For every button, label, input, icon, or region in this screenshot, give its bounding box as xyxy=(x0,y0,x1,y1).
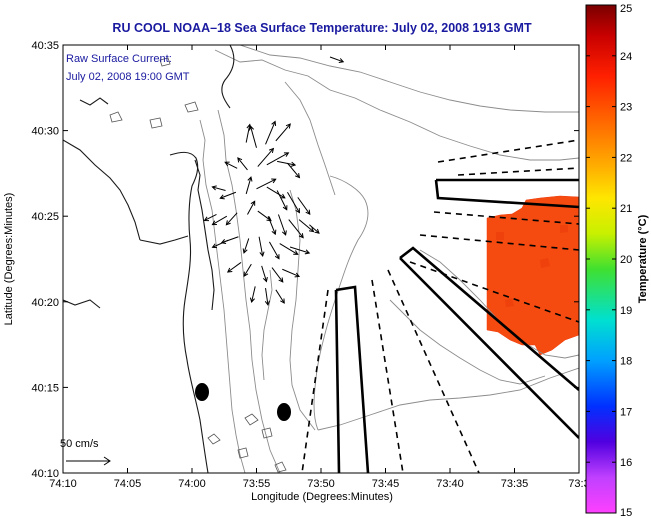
colorbar-tick-label: 22 xyxy=(620,152,632,164)
x-tick-label: 73:55 xyxy=(243,478,271,490)
legend-line-2: July 02, 2008 19:00 GMT xyxy=(66,71,190,83)
shoal-markings xyxy=(109,57,287,473)
y-tick-label: 40:10 xyxy=(31,468,59,480)
current-vector xyxy=(266,186,286,199)
shoal-blob xyxy=(277,403,291,421)
current-vector xyxy=(225,212,238,226)
current-vector xyxy=(219,191,237,200)
current-vector xyxy=(264,288,270,306)
current-vector xyxy=(268,241,280,260)
current-vector xyxy=(282,268,301,278)
colorbar-tick-label: 18 xyxy=(620,356,632,368)
y-tick-label: 40:15 xyxy=(31,382,59,394)
current-vector xyxy=(271,267,284,283)
colorbar-tick-label: 24 xyxy=(620,51,632,63)
x-tick-label: 74:00 xyxy=(178,478,206,490)
current-vector xyxy=(258,236,265,257)
current-vector xyxy=(257,147,275,167)
x-tick-label: 73:35 xyxy=(501,478,529,490)
current-vector xyxy=(297,197,311,216)
shipping-lanes xyxy=(301,139,579,473)
current-vector xyxy=(203,214,217,222)
colorbar-tick-label: 15 xyxy=(620,507,632,518)
current-vector xyxy=(245,176,253,195)
plot-area xyxy=(63,45,579,473)
current-vector xyxy=(279,243,299,255)
current-vector xyxy=(242,238,250,254)
current-vector xyxy=(309,224,320,234)
x-tick-label: 74:10 xyxy=(49,478,77,490)
colorbar-tick-label: 19 xyxy=(620,305,632,317)
y-axis-label: Latitude (Degrees:Minutes) xyxy=(3,193,15,326)
x-tick-label: 73:40 xyxy=(436,478,464,490)
colorbar-tick-label: 20 xyxy=(620,254,632,266)
current-vector xyxy=(256,178,277,190)
x-axis-label: Longitude (Degrees:Minutes) xyxy=(251,491,393,503)
y-tick-label: 40:30 xyxy=(31,126,59,138)
colorbar-tick-label: 16 xyxy=(620,457,632,469)
current-vector xyxy=(287,162,301,179)
current-vector xyxy=(275,123,291,142)
current-vector xyxy=(247,200,256,215)
y-tick-label: 40:35 xyxy=(31,40,59,52)
y-tick-label: 40:25 xyxy=(31,211,59,223)
current-vector xyxy=(289,246,311,255)
current-vector xyxy=(220,236,239,244)
current-vector xyxy=(287,191,300,214)
current-vector xyxy=(275,289,285,304)
current-vector xyxy=(298,219,315,233)
current-vector xyxy=(249,286,256,304)
sst-patch-speckle xyxy=(496,225,568,307)
current-vector xyxy=(288,219,304,239)
colorbar-tick-label: 25 xyxy=(620,3,632,15)
colorbar-label: Temperature (°C) xyxy=(637,214,649,303)
current-vector xyxy=(277,214,287,236)
current-vector xyxy=(261,265,268,283)
current-vector xyxy=(211,215,228,226)
current-vector xyxy=(226,262,242,273)
shoal-blob xyxy=(195,383,209,401)
x-tick-label: 74:05 xyxy=(114,478,142,490)
colorbar-tick-label: 23 xyxy=(620,102,632,114)
current-vector xyxy=(211,185,226,192)
colorbar-tick-label: 21 xyxy=(620,203,632,215)
current-vector xyxy=(265,120,277,145)
colorbar-tick-label: 17 xyxy=(620,406,632,418)
y-tick-label: 40:20 xyxy=(31,297,59,309)
x-tick-label: 73:45 xyxy=(372,478,400,490)
colorbar xyxy=(585,4,617,514)
coastline xyxy=(63,45,235,473)
current-vector xyxy=(243,263,252,278)
scale-label: 50 cm/s xyxy=(60,438,99,450)
current-vector xyxy=(266,152,290,166)
x-tick-label: 73:3 xyxy=(568,478,589,490)
current-vector xyxy=(267,216,277,236)
restricted-zones xyxy=(334,178,579,473)
current-vector xyxy=(277,160,297,167)
scale-arrow xyxy=(66,456,111,466)
legend-line-1: Raw Surface Current: xyxy=(66,53,172,65)
sst-patch xyxy=(486,195,579,356)
current-vectors xyxy=(203,56,345,306)
current-vector xyxy=(329,56,345,63)
chart-title: RU COOL NOAA–18 Sea Surface Temperature:… xyxy=(112,21,532,35)
colorbar-ticks: 25 24 23 22 21 20 19 18 17 16 15 xyxy=(586,3,632,518)
x-tick-label: 73:50 xyxy=(307,478,335,490)
current-vector xyxy=(237,157,248,171)
y-axis: 40:35 40:30 40:25 40:20 40:15 40:10 xyxy=(31,40,579,480)
current-vector xyxy=(276,190,288,211)
x-axis: 74:10 74:05 74:00 73:55 73:50 73:45 73:40 73:35… xyxy=(49,45,590,490)
current-vector xyxy=(248,125,257,148)
current-vector xyxy=(224,161,238,169)
